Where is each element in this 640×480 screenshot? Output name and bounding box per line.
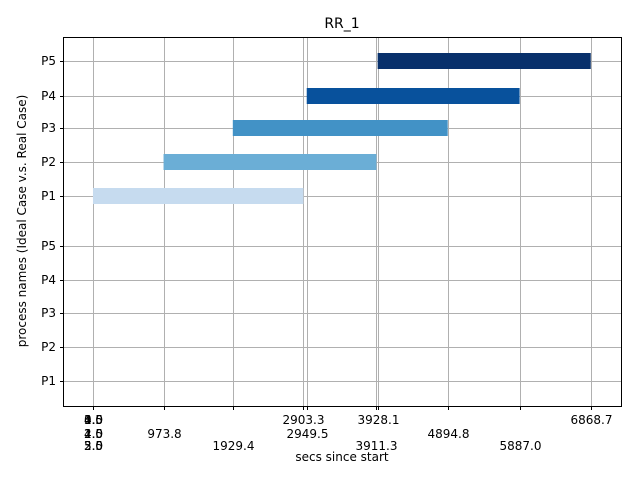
x-ticks: 0.01.02.0 3.04.05.0 1.52.53.5 4.5 973.8 1929.… bbox=[84, 406, 613, 453]
y-tick-label: P2 bbox=[41, 155, 56, 169]
bars bbox=[92, 53, 591, 204]
x-tick-label: 4.0 bbox=[84, 427, 103, 441]
y-tick-label: P5 bbox=[41, 54, 56, 68]
bar-p2 bbox=[163, 154, 377, 170]
bar-p4 bbox=[306, 88, 520, 104]
x-tick-label: 5.0 bbox=[84, 439, 103, 453]
bar-p3 bbox=[232, 120, 448, 136]
x-tick-label: 3.5 bbox=[84, 439, 103, 453]
x-tick-label: 5887.0 bbox=[500, 439, 542, 453]
plot-frame bbox=[63, 37, 622, 407]
x-tick-label: 3928.1 bbox=[358, 413, 400, 427]
x-axis-label: secs since start bbox=[295, 450, 389, 464]
y-tick-label: P5 bbox=[41, 239, 56, 253]
x-tick-label: 4.5 bbox=[84, 413, 103, 427]
x-tick-label: 6868.7 bbox=[571, 413, 613, 427]
x-tick-label: 2.0 bbox=[84, 439, 103, 453]
y-tick-label: P1 bbox=[41, 374, 56, 388]
x-tick-label: 0.0 bbox=[84, 413, 103, 427]
x-tick-label: 2903.3 bbox=[283, 413, 325, 427]
x-tick-label: 3911.3 bbox=[356, 439, 398, 453]
y-tick-label: P4 bbox=[41, 89, 56, 103]
x-tick-label: 2.5 bbox=[84, 427, 103, 441]
y-tick-label: P3 bbox=[41, 121, 56, 135]
chart-title: RR_1 bbox=[324, 16, 359, 32]
x-tick-label: 1.0 bbox=[84, 427, 103, 441]
x-tick-label: 1929.4 bbox=[213, 439, 255, 453]
y-tick-label: P1 bbox=[41, 189, 56, 203]
y-tick-label: P2 bbox=[41, 340, 56, 354]
y-tick-label: P4 bbox=[41, 273, 56, 287]
x-tick-label: 3.0 bbox=[84, 413, 103, 427]
y-axis-label: process names (Ideal Case v.s. Real Case… bbox=[15, 95, 29, 348]
y-ticks: P5 P4 P3 P2 P1 P5 P4 P3 P2 P1 bbox=[41, 54, 64, 388]
y-tick-label: P3 bbox=[41, 306, 56, 320]
x-tick-label: 973.8 bbox=[147, 427, 181, 441]
x-tick-label: 4894.8 bbox=[428, 427, 470, 441]
x-tick-label: 2949.5 bbox=[287, 427, 329, 441]
x-tick-label: 1.5 bbox=[84, 413, 103, 427]
bar-p5 bbox=[377, 53, 591, 69]
bar-p1 bbox=[92, 188, 304, 204]
